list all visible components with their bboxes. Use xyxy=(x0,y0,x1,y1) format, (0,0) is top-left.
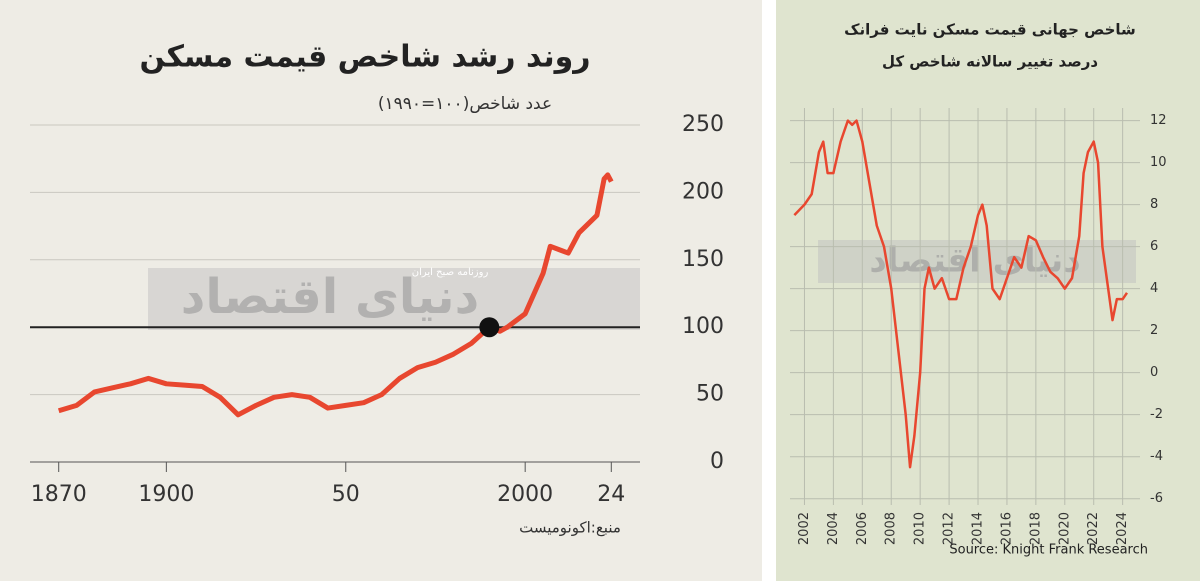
chart-title: روند رشد شاخص قیمت مسکن xyxy=(139,40,590,75)
x-tick-label: 1900 xyxy=(138,482,194,507)
x-tick-label: 2000 xyxy=(497,482,553,507)
y-tick-label: 2 xyxy=(1150,323,1158,338)
y-tick-label: 6 xyxy=(1150,239,1158,254)
right-panel xyxy=(776,0,1200,581)
y-tick-label: 0 xyxy=(710,449,724,474)
x-tick-label: 2008 xyxy=(884,512,899,545)
y-tick-label: -4 xyxy=(1150,449,1163,464)
y-tick-label: -6 xyxy=(1150,491,1163,506)
x-tick-label: 2012 xyxy=(942,512,957,545)
y-tick-label: 0 xyxy=(1150,365,1158,380)
y-tick-label: 150 xyxy=(682,247,724,272)
chart-subtitle: درصد تغییر سالانه شاخص کل xyxy=(882,53,1098,71)
watermark-sub: روزنامه صبح ایران xyxy=(412,267,489,278)
data-line xyxy=(57,172,614,418)
y-tick-label: 10 xyxy=(1150,155,1167,170)
y-tick-label: 200 xyxy=(682,179,724,204)
x-tick-label: 50 xyxy=(332,482,360,507)
x-tick-label: 2002 xyxy=(797,512,812,545)
watermark: دنیای اقتصاد xyxy=(181,269,479,325)
x-tick-label: 2022 xyxy=(1086,512,1101,545)
source: Source: Knight Frank Research xyxy=(949,543,1148,558)
chart-subtitle: عدد شاخص(۱۰۰=۱۹۹۰) xyxy=(378,94,552,114)
y-tick-label: 100 xyxy=(682,314,724,339)
x-tick-label: 1870 xyxy=(31,482,87,507)
source: منبع:اکونومیست xyxy=(519,519,621,537)
x-tick-label: 2004 xyxy=(826,512,841,545)
chart-title: شاخص جهانی قیمت مسکن نایت فرانک xyxy=(844,21,1136,39)
highlight-point xyxy=(479,317,500,338)
watermark-box xyxy=(818,240,1136,283)
x-tick-label: 2018 xyxy=(1028,512,1043,545)
y-tick-label: -2 xyxy=(1150,407,1163,422)
y-tick-label: 250 xyxy=(682,112,724,137)
y-tick-label: 50 xyxy=(696,382,724,407)
x-tick-label: 2020 xyxy=(1057,512,1072,545)
watermark-box xyxy=(148,268,640,330)
x-tick-label: 24 xyxy=(597,482,625,507)
x-tick-label: 2010 xyxy=(913,512,928,545)
y-tick-label: 4 xyxy=(1150,281,1158,296)
left-panel xyxy=(0,0,762,581)
y-tick-label: 8 xyxy=(1150,197,1158,212)
data-line xyxy=(793,119,1129,469)
x-tick-label: 2024 xyxy=(1115,512,1130,545)
x-tick-label: 2016 xyxy=(999,512,1014,545)
x-tick-label: 2006 xyxy=(855,512,870,545)
x-tick-label: 2014 xyxy=(971,512,986,545)
y-tick-label: 12 xyxy=(1150,113,1167,128)
